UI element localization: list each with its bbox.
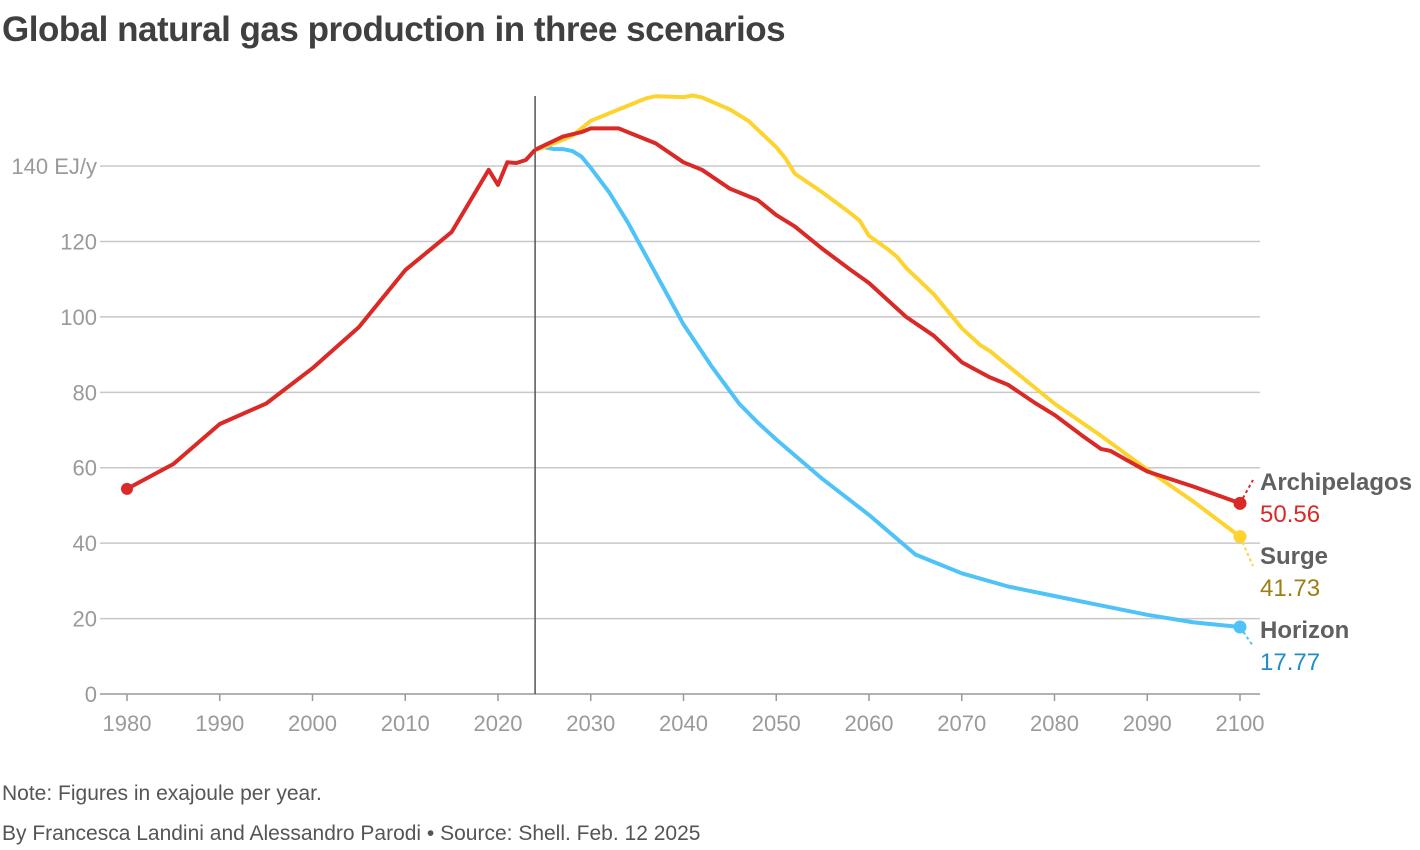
y-tick-label: 80 bbox=[73, 380, 97, 405]
x-tick-label: 2030 bbox=[566, 711, 615, 736]
x-tick-label: 2080 bbox=[1030, 711, 1079, 736]
leader-line bbox=[1239, 479, 1254, 504]
y-tick-label: 0 bbox=[85, 682, 97, 707]
series-end-value: 50.56 bbox=[1260, 501, 1320, 528]
byline-source: By Francesca Landini and Alessandro Paro… bbox=[2, 822, 701, 845]
end-point-horizon bbox=[1233, 620, 1247, 634]
y-tick-label: 100 bbox=[60, 305, 97, 330]
series-end-value: 41.73 bbox=[1260, 575, 1320, 602]
leader-line bbox=[1239, 626, 1254, 647]
x-tick-label: 1980 bbox=[103, 711, 152, 736]
end-point-archipelagos bbox=[1233, 496, 1247, 510]
x-tick-label: 2010 bbox=[381, 711, 430, 736]
x-tick-label: 2060 bbox=[845, 711, 894, 736]
chart-note: Note: Figures in exajoule per year. bbox=[2, 782, 322, 805]
x-tick-label: 2020 bbox=[474, 711, 523, 736]
start-point bbox=[121, 482, 133, 495]
x-tick-label: 1990 bbox=[195, 711, 244, 736]
y-tick-label: 60 bbox=[73, 456, 97, 481]
series-label: Archipelagos bbox=[1260, 469, 1412, 496]
x-tick-label: 2090 bbox=[1123, 711, 1172, 736]
history-line bbox=[126, 148, 537, 491]
y-tick-label: 140 EJ/y bbox=[11, 154, 97, 179]
x-tick-label: 2000 bbox=[288, 711, 337, 736]
x-tick-label: 2040 bbox=[659, 711, 708, 736]
x-tick-label: 2070 bbox=[937, 711, 986, 736]
series-line-surge bbox=[534, 93, 1242, 539]
series-label: Horizon bbox=[1260, 617, 1349, 644]
x-tick-label: 2100 bbox=[1216, 711, 1265, 736]
y-tick-label: 120 bbox=[60, 229, 97, 254]
chart-title: Global natural gas production in three s… bbox=[2, 10, 786, 49]
x-tick-label: 2050 bbox=[752, 711, 801, 736]
end-point-surge bbox=[1233, 530, 1247, 544]
leader-line bbox=[1239, 536, 1254, 567]
series-line-archipelagos bbox=[534, 126, 1241, 506]
y-tick-label: 20 bbox=[73, 607, 97, 632]
y-tick-label: 40 bbox=[73, 531, 97, 556]
series-end-value: 17.77 bbox=[1260, 649, 1320, 676]
series-line-horizon bbox=[534, 145, 1241, 629]
series-label: Surge bbox=[1260, 543, 1328, 570]
